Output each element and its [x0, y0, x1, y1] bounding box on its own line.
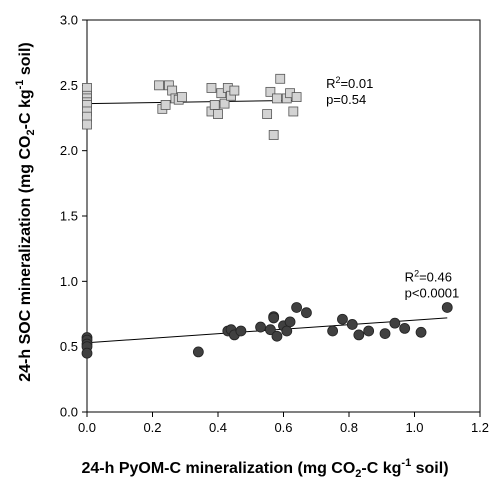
data-point-square [206, 83, 217, 93]
data-point-circle [301, 307, 312, 319]
y-tick-label: 2.5 [60, 78, 78, 93]
data-point-square [275, 73, 286, 84]
data-point-square [268, 130, 279, 140]
data-point-square [177, 92, 187, 102]
data-point-square [209, 100, 220, 110]
y-tick-label: 1.5 [60, 209, 78, 224]
data-point-square [229, 85, 240, 96]
data-point-circle [346, 319, 358, 330]
data-point-circle [441, 302, 453, 313]
x-tick-label: 0.8 [340, 420, 358, 435]
x-tick-label: 0.4 [209, 420, 227, 435]
data-point-circle [281, 325, 293, 337]
data-point-circle [389, 317, 401, 329]
data-point-circle [379, 328, 391, 340]
data-point-square [262, 109, 273, 119]
data-point-square [216, 88, 227, 99]
y-tick-label: 3.0 [60, 13, 78, 28]
plot-area: 0.0 0.2 0.4 0.6 0.8 1.0 1.2 0.0 0.5 1.0 1.5 2.0 2.5 3… [60, 13, 489, 436]
data-point-circle [271, 330, 283, 342]
data-point-square [272, 93, 282, 104]
data-point-square [154, 80, 164, 91]
data-point-circle [235, 325, 247, 337]
data-point-circle [399, 322, 411, 334]
data-point-circle [353, 329, 365, 341]
data-point-circle [264, 324, 276, 336]
data-point-circle [268, 312, 280, 324]
data-point-circle [255, 321, 266, 333]
x-axis-title: 24-h PyOM-C mineralization (mg CO2-C kg-… [81, 457, 448, 479]
y-tick-label: 1.0 [60, 274, 78, 289]
r-squared-label: R2=0.46 [405, 268, 452, 284]
data-point-circle [284, 316, 296, 328]
p-value-label: p<0.0001 [405, 285, 460, 300]
y-tick-label: 0.5 [60, 339, 78, 354]
x-tick-label: 0.6 [274, 420, 292, 435]
data-point-circle [415, 326, 427, 338]
x-tick-label: 1.2 [471, 420, 489, 435]
data-point-circle [363, 325, 375, 337]
trend-line [86, 99, 297, 105]
data-point-square [291, 92, 302, 102]
r-squared-label: R2=0.01 [326, 75, 373, 91]
data-point-circle [81, 347, 93, 359]
data-point-square [265, 86, 276, 97]
data-point-square [160, 100, 171, 110]
data-point-circle [291, 302, 303, 313]
y-tick-label: 0.0 [60, 405, 78, 420]
y-tick-label: 2.0 [60, 143, 78, 158]
data-point-square [82, 119, 92, 130]
x-tick-label: 0.2 [143, 420, 161, 435]
p-value-label: p=0.54 [326, 92, 366, 107]
x-tick-label: 1.0 [405, 420, 423, 435]
data-point-square [219, 98, 230, 109]
y-axis-title: 24-h SOC mineralization (mg CO2-C kg-1 s… [14, 42, 37, 382]
data-point-square [288, 106, 299, 117]
x-tick-label: 0.0 [78, 420, 96, 435]
data-point-square [213, 109, 223, 119]
data-point-circle [327, 325, 339, 337]
data-point-circle [337, 313, 348, 325]
data-point-circle [192, 346, 204, 358]
